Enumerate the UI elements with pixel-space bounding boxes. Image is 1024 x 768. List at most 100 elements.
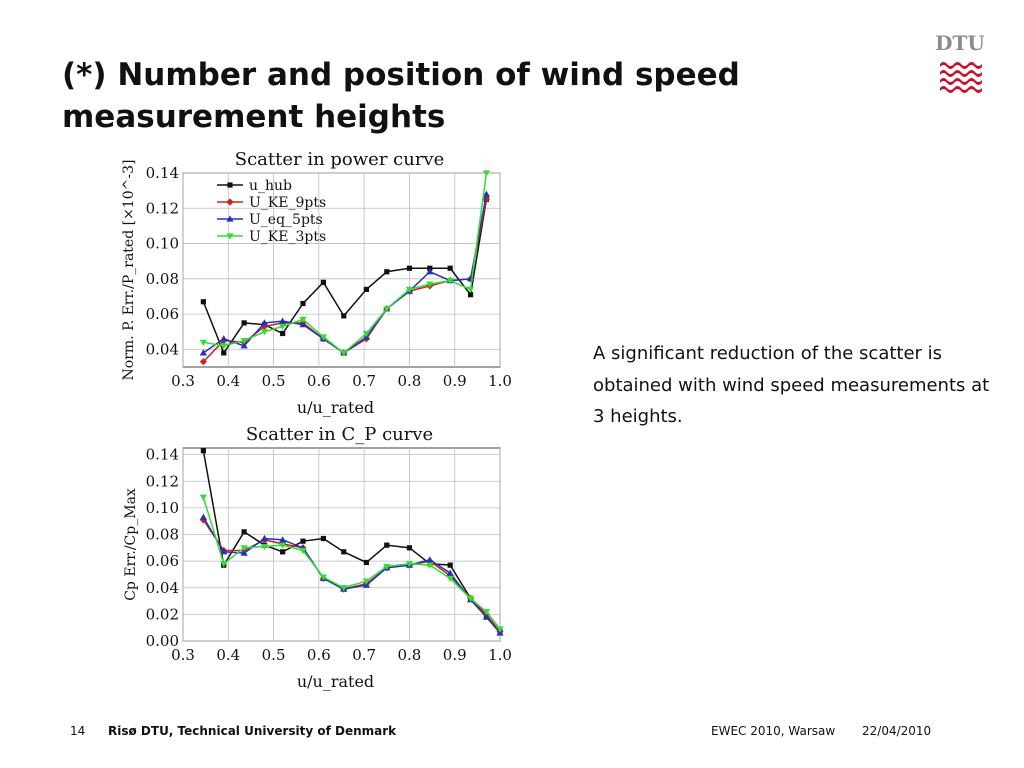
data-point bbox=[446, 569, 454, 576]
logo-wave bbox=[968, 62, 982, 69]
data-point bbox=[260, 543, 269, 551]
data-point bbox=[240, 342, 248, 349]
data-point bbox=[406, 545, 413, 551]
data-point bbox=[467, 292, 474, 298]
series bbox=[199, 170, 491, 357]
series-line bbox=[202, 497, 501, 630]
x-tick-label: 1.0 bbox=[488, 372, 512, 390]
series bbox=[199, 494, 504, 633]
data-point bbox=[199, 494, 207, 501]
data-point bbox=[300, 300, 306, 307]
data-point bbox=[446, 277, 454, 285]
x-tick-label: 0.9 bbox=[443, 372, 467, 390]
data-point bbox=[220, 343, 228, 350]
series-line bbox=[202, 516, 501, 634]
data-point bbox=[240, 545, 248, 552]
data-point bbox=[279, 536, 287, 543]
data-point bbox=[280, 549, 286, 555]
legend-entry: U_KE_3pts bbox=[249, 229, 326, 245]
x-tick-label: 0.5 bbox=[262, 372, 286, 390]
data-point bbox=[362, 330, 371, 338]
x-tick-label: 0.6 bbox=[307, 372, 331, 390]
data-point bbox=[384, 542, 390, 548]
presentation-date: 22/04/2010 bbox=[862, 724, 932, 738]
x-tick-label: 1.0 bbox=[488, 646, 512, 664]
data-point bbox=[299, 321, 307, 328]
data-point bbox=[279, 323, 287, 331]
data-point bbox=[199, 513, 207, 520]
x-axis-label: u/u_rated bbox=[297, 398, 374, 417]
logo-wave bbox=[940, 78, 954, 85]
data-point bbox=[199, 349, 207, 356]
data-point bbox=[279, 542, 287, 549]
y-tick-label: 0.00 bbox=[146, 632, 179, 650]
data-point bbox=[383, 306, 391, 313]
data-point bbox=[200, 448, 206, 454]
data-point bbox=[260, 329, 269, 336]
plot-area bbox=[182, 447, 501, 642]
x-axis-label: u/u_rated bbox=[297, 672, 374, 691]
series-line bbox=[202, 450, 501, 633]
chart-title: Scatter in C_P curve bbox=[246, 424, 433, 445]
data-point bbox=[405, 561, 414, 568]
data-point bbox=[341, 313, 347, 319]
x-tick-label: 0.3 bbox=[171, 372, 195, 390]
data-point bbox=[220, 548, 228, 555]
data-point bbox=[240, 549, 248, 556]
data-point bbox=[362, 578, 371, 585]
data-point bbox=[340, 350, 348, 357]
x-tick-label: 0.3 bbox=[171, 646, 195, 664]
y-tick-label: 0.06 bbox=[146, 552, 179, 570]
cp-curve-chart: Scatter in C_P curve 0.3 0.4 0.5 0.6 0.7 0.8 0.… bbox=[123, 424, 512, 691]
logo-wave bbox=[968, 70, 982, 77]
data-point bbox=[482, 195, 491, 204]
data-point bbox=[226, 215, 234, 222]
x-tick-label: 0.8 bbox=[397, 646, 421, 664]
dtu-logo-text: DTU bbox=[936, 31, 984, 55]
data-point bbox=[226, 233, 234, 240]
data-point bbox=[482, 609, 491, 616]
data-point bbox=[319, 574, 327, 581]
data-point bbox=[300, 538, 306, 544]
logo-wave bbox=[940, 62, 954, 69]
data-point bbox=[319, 334, 327, 341]
legend-entry: U_KE_9pts bbox=[249, 195, 326, 211]
x-tick-label: 0.7 bbox=[352, 372, 376, 390]
logo-wave bbox=[968, 86, 982, 93]
series bbox=[199, 513, 504, 636]
slide-title: (*) Number and position of wind speed me… bbox=[62, 57, 740, 135]
data-point bbox=[260, 534, 269, 542]
data-point bbox=[226, 198, 234, 206]
x-tick-label: 0.8 bbox=[397, 372, 421, 390]
data-point bbox=[383, 563, 391, 571]
data-point bbox=[426, 281, 434, 288]
data-point bbox=[227, 182, 233, 188]
data-point bbox=[363, 286, 370, 292]
x-tick-label: 0.4 bbox=[216, 372, 240, 390]
data-point bbox=[199, 339, 207, 346]
power-curve-chart: Scatter in power curve 0.3 0.4 0.5 0.6 0.7 0.8… bbox=[121, 149, 512, 417]
data-point bbox=[241, 529, 247, 535]
data-point bbox=[221, 350, 227, 356]
data-point bbox=[482, 613, 491, 620]
x-tick-label: 0.5 bbox=[262, 646, 286, 664]
data-point bbox=[426, 268, 434, 275]
x-tick-label: 0.9 bbox=[443, 646, 467, 664]
data-point bbox=[384, 269, 390, 275]
data-point bbox=[220, 335, 228, 342]
logo-wave bbox=[968, 78, 982, 85]
x-tick-label: 0.6 bbox=[307, 646, 331, 664]
data-point bbox=[405, 286, 414, 293]
data-point bbox=[280, 330, 286, 337]
data-point bbox=[320, 535, 326, 542]
data-point bbox=[260, 319, 269, 326]
data-point bbox=[220, 561, 228, 568]
data-point bbox=[447, 562, 453, 568]
legend-entry: U_eq_5pts bbox=[249, 212, 323, 228]
y-tick-label: 0.12 bbox=[146, 199, 179, 217]
dtu-logo: DTU bbox=[936, 31, 984, 93]
data-point bbox=[466, 595, 475, 603]
logo-wave bbox=[954, 78, 968, 85]
dtu-wave-mark bbox=[940, 62, 982, 93]
y-tick-label: 0.12 bbox=[146, 472, 179, 490]
